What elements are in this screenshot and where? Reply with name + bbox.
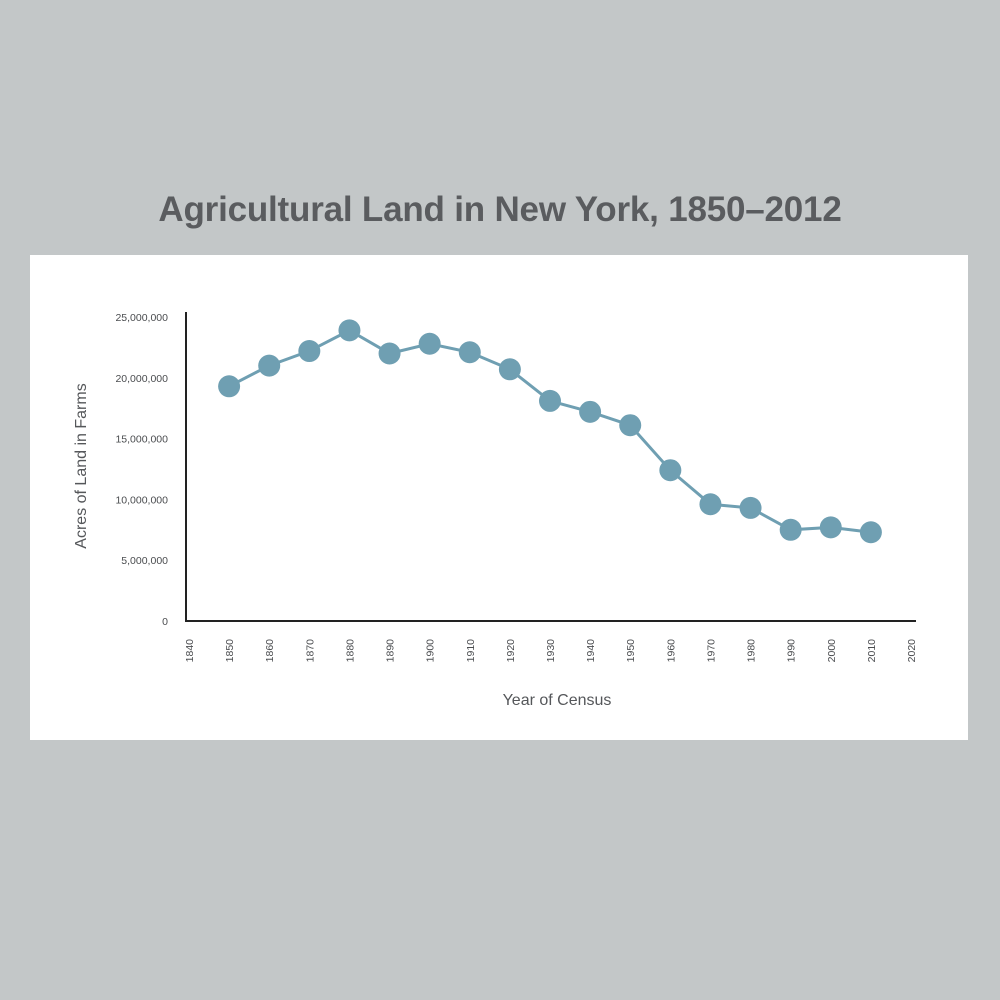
x-tick-label: 1990	[786, 639, 798, 663]
y-axis-label: Acres of Land in Farms	[73, 383, 90, 548]
x-tick-label: 1960	[665, 639, 677, 663]
y-tick-labels: 0 5,000,000 10,000,000 15,000,000 20,000,000…	[115, 312, 168, 628]
x-tick-label: 1920	[505, 639, 517, 663]
data-point	[458, 341, 481, 364]
y-tick-label: 0	[162, 616, 168, 628]
x-tick-label: 1900	[425, 639, 437, 663]
data-point	[378, 342, 401, 365]
y-tick-label: 20,000,000	[115, 373, 168, 385]
x-tick-label: 1980	[746, 639, 758, 663]
x-tick-label: 1890	[385, 639, 397, 663]
x-tick-labels: 1840 1850 1860 1870 1880 1890 1900 1910 1920 1930…	[184, 639, 918, 663]
data-point	[498, 358, 521, 381]
x-tick-label: 1930	[545, 639, 557, 663]
x-axis-label: Year of Census	[503, 692, 612, 709]
data-point	[659, 459, 682, 482]
data-point	[819, 516, 842, 539]
y-tick-label: 10,000,000	[115, 494, 168, 506]
x-tick-label: 1950	[625, 639, 637, 663]
chart-panel: 0 5,000,000 10,000,000 15,000,000 20,000,000…	[30, 255, 968, 740]
data-point	[579, 400, 602, 423]
x-tick-label: 1840	[184, 639, 196, 663]
data-point	[539, 389, 561, 412]
x-tick-label: 1860	[264, 639, 276, 663]
x-tick-label: 1850	[224, 639, 236, 663]
y-tick-label: 25,000,000	[115, 312, 168, 324]
data-point	[338, 319, 361, 342]
x-tick-label: 2010	[866, 639, 878, 663]
x-tick-label: 1910	[465, 639, 477, 663]
x-tick-label: 1870	[304, 639, 316, 663]
chart-title: Agricultural Land in New York, 1850–2012	[158, 190, 842, 229]
series-line	[228, 328, 872, 534]
x-tick-label: 2000	[826, 639, 838, 663]
data-point	[739, 496, 762, 519]
y-tick-label: 15,000,000	[115, 434, 168, 446]
data-point	[258, 354, 281, 377]
data-point	[218, 375, 241, 398]
x-tick-label: 1880	[344, 639, 356, 663]
data-point	[619, 414, 642, 437]
x-tick-label: 1970	[705, 639, 717, 663]
data-point	[298, 340, 321, 363]
line-chart: 0 5,000,000 10,000,000 15,000,000 20,000,000…	[73, 312, 918, 709]
data-point	[699, 493, 722, 516]
series-group	[218, 319, 882, 544]
x-tick-label: 2020	[906, 639, 918, 663]
y-tick-label: 5,000,000	[121, 555, 168, 567]
data-point	[859, 521, 882, 544]
data-point	[779, 518, 802, 541]
x-tick-label: 1940	[585, 639, 597, 663]
data-point	[418, 332, 441, 355]
